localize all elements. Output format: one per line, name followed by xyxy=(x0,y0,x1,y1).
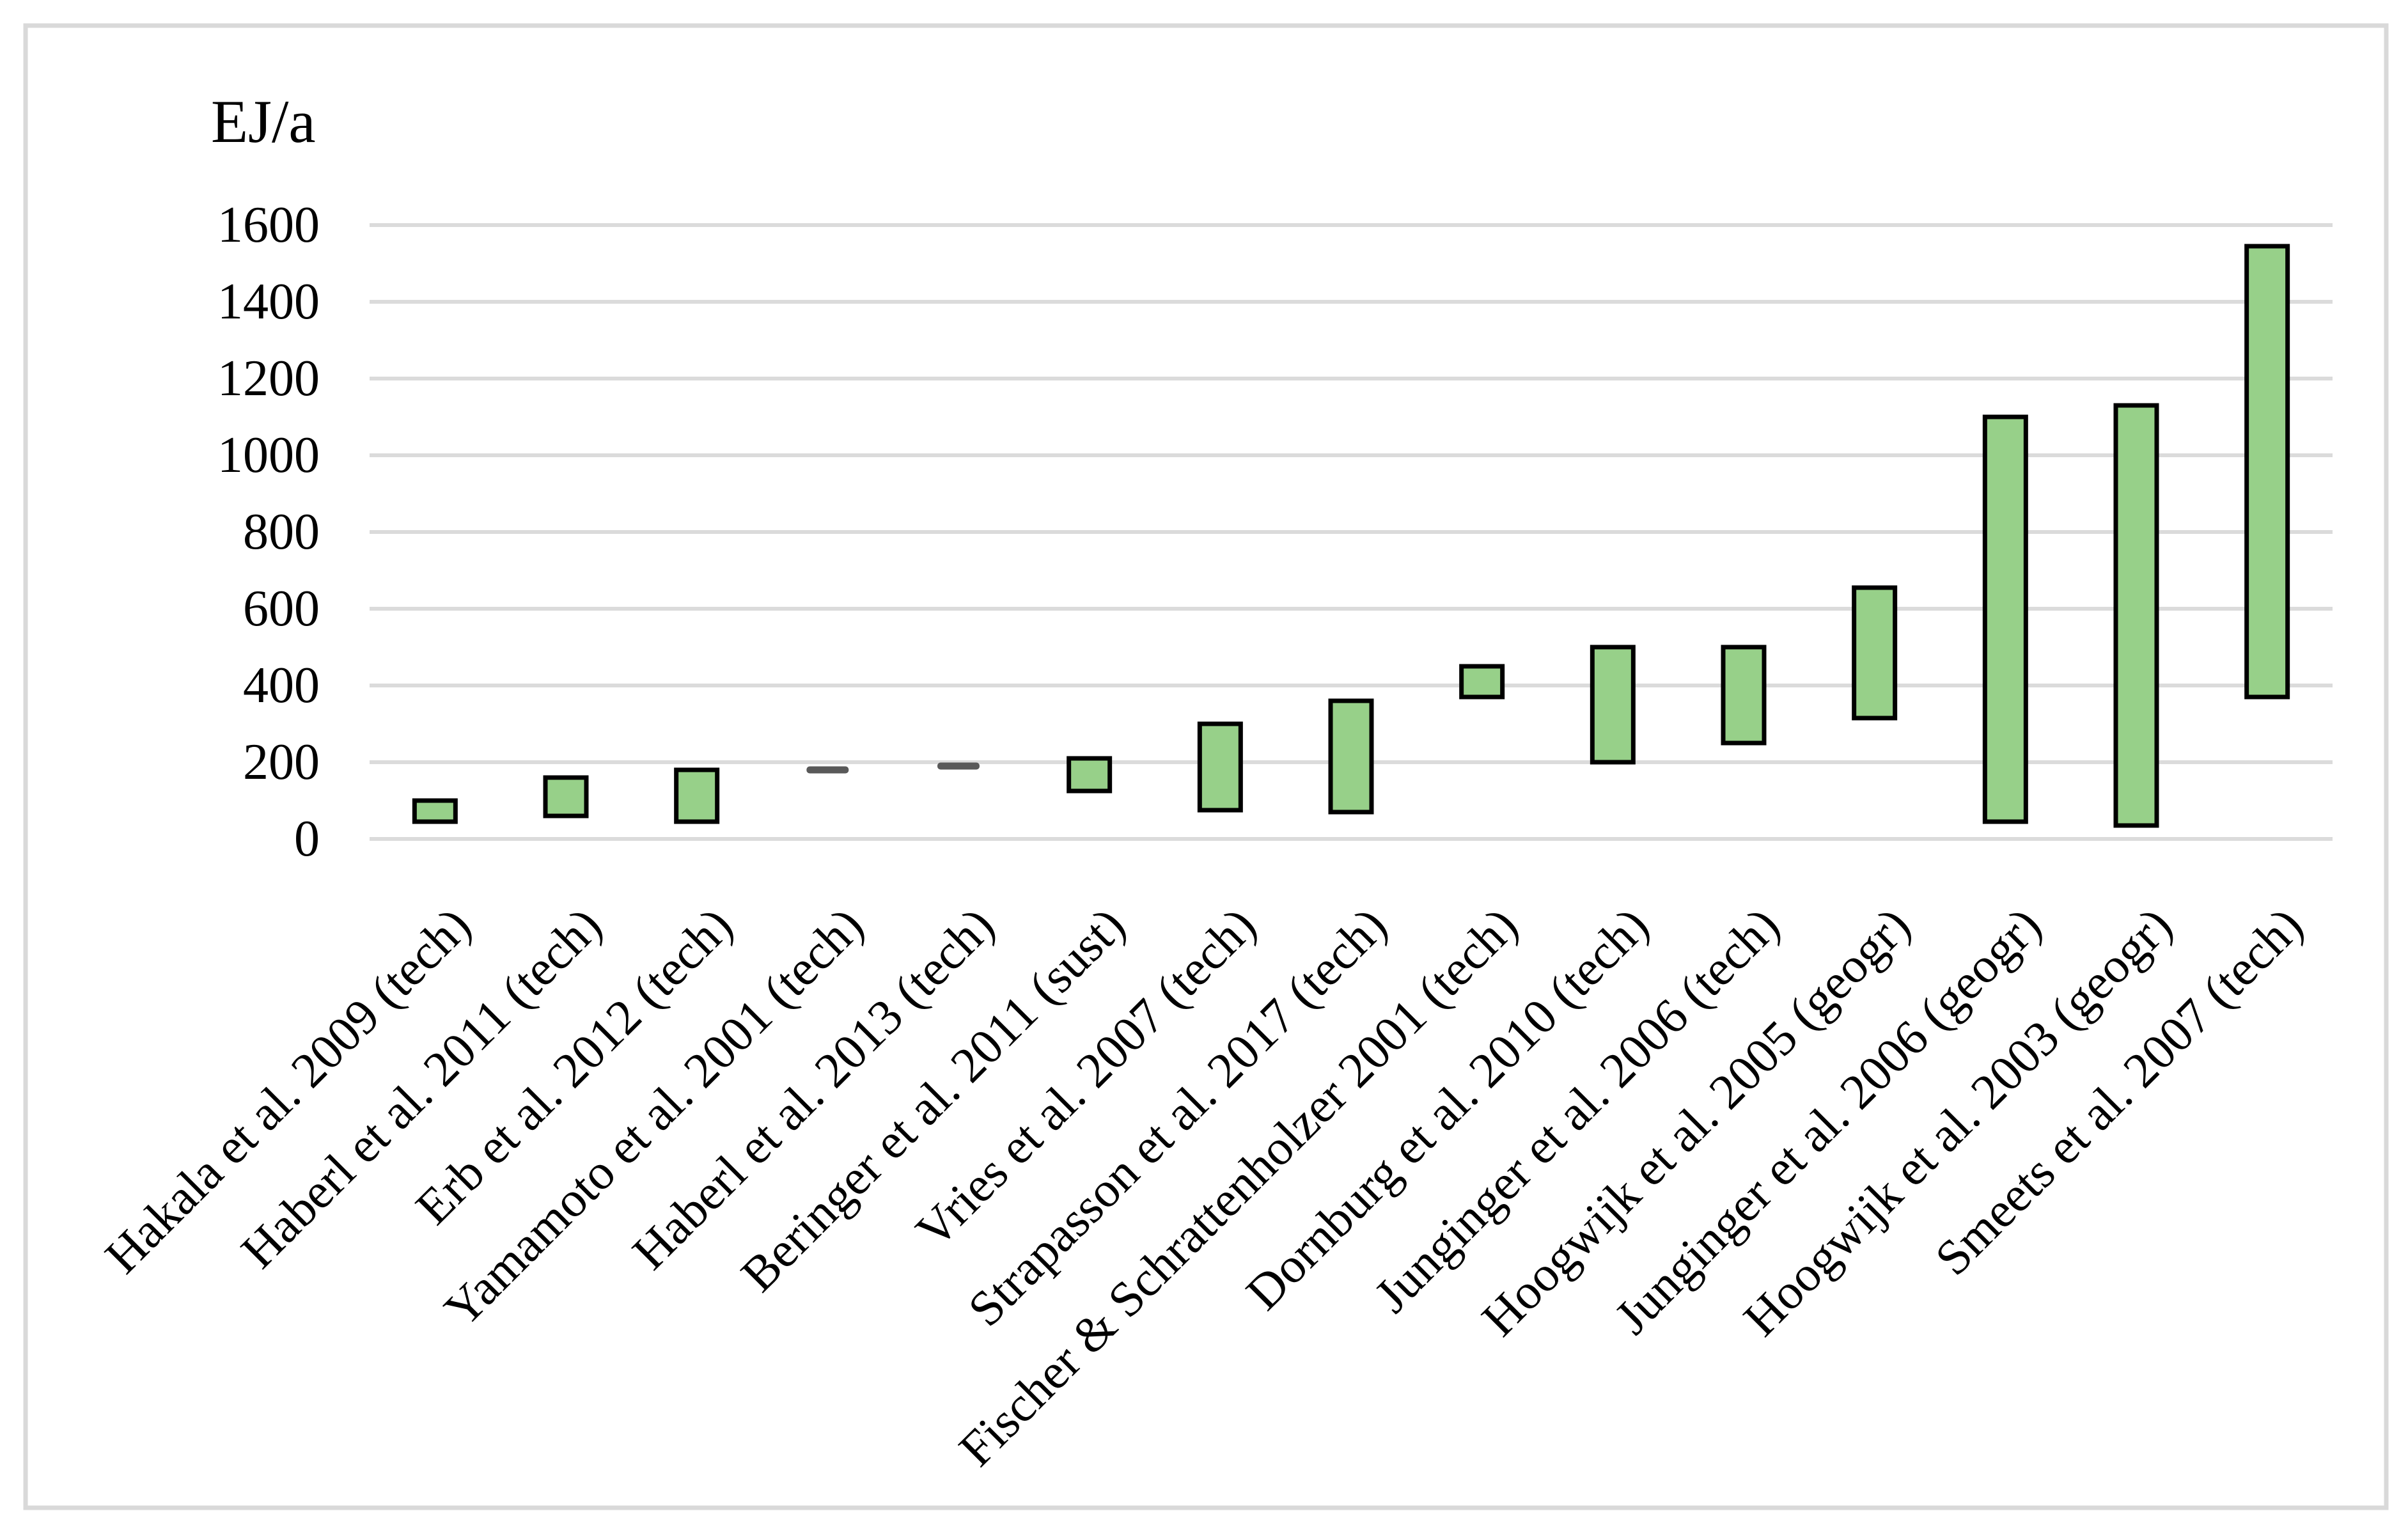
y-tick-label: 1400 xyxy=(217,274,320,330)
range-bar xyxy=(1590,645,1636,765)
range-bar xyxy=(1982,414,2028,824)
value-dash xyxy=(806,766,849,774)
range-bar xyxy=(1721,645,1767,746)
range-bar xyxy=(1459,664,1505,700)
data-series-group xyxy=(412,244,2290,828)
y-tick-label: 1000 xyxy=(217,427,320,483)
y-tick-label: 0 xyxy=(294,811,320,867)
range-bar xyxy=(1197,721,1243,813)
range-bar xyxy=(1067,756,1113,794)
y-tick-label: 800 xyxy=(243,504,320,560)
y-axis-unit-label: EJ/a xyxy=(211,88,316,155)
y-tick-label: 1600 xyxy=(217,197,320,253)
range-bar xyxy=(1328,698,1374,815)
range-bar xyxy=(2113,403,2159,828)
y-tick-label: 600 xyxy=(243,581,320,637)
range-bar xyxy=(412,798,458,824)
y-tick-label: 400 xyxy=(243,657,320,714)
value-dash xyxy=(937,762,980,770)
y-axis-tick-labels-group: 0 200 400 600 800 1000 1200 1400 1600 xyxy=(217,197,320,867)
y-tick-label: 1200 xyxy=(217,350,320,407)
range-bar xyxy=(674,767,720,824)
range-bar xyxy=(1852,585,1898,721)
range-bar xyxy=(2244,244,2290,700)
y-tick-label: 200 xyxy=(243,734,320,790)
range-bar xyxy=(543,775,589,818)
